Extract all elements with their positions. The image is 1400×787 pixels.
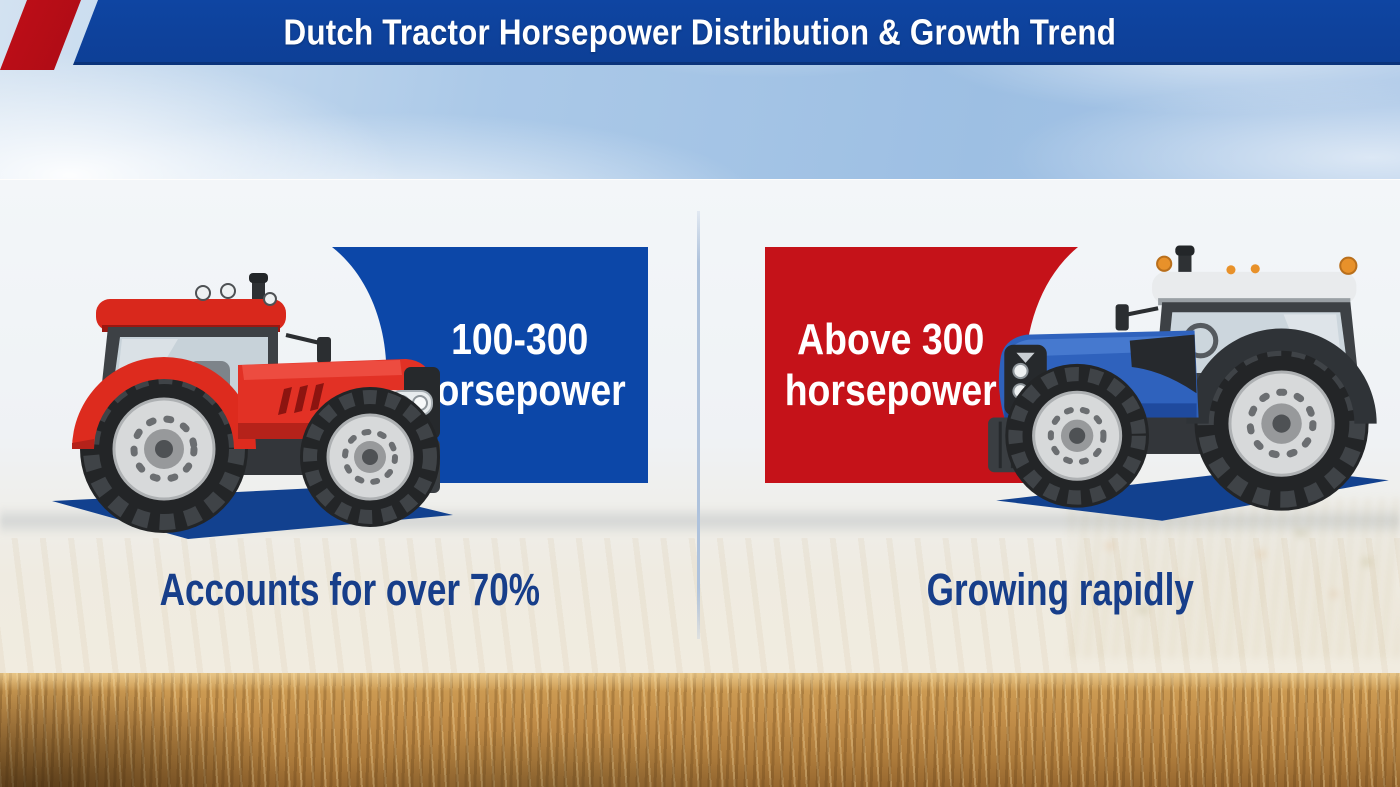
mid-range-label: 100-300 horsepower — [392, 247, 648, 483]
wheat-field-background — [0, 673, 1400, 787]
header-bar: Dutch Tractor Horsepower Distribution & … — [73, 0, 1400, 65]
wheat-shadow-left — [0, 673, 480, 787]
mid-range-caption-text: Accounts for over 70% — [159, 564, 541, 615]
tractor-rear-fender — [72, 357, 256, 449]
high-range-line2: horsepower — [785, 366, 997, 415]
mid-range-caption: Accounts for over 70% — [30, 560, 670, 620]
blue-tractor-illustration — [988, 245, 1389, 521]
high-range-label: Above 300 horsepower — [765, 247, 1017, 483]
high-range-line1: Above 300 — [797, 314, 985, 364]
wheat-shadow-mid — [300, 707, 800, 787]
flower-field-texture — [1070, 498, 1400, 658]
tractor-front-wheel — [300, 387, 440, 527]
mid-range-line2: horsepower — [414, 366, 626, 415]
tractor-rear-fender-side — [72, 439, 94, 449]
tractor-rear-wheel — [1194, 336, 1369, 511]
red-tractor-illustration — [52, 273, 453, 539]
mid-range-line1: 100-300 — [451, 314, 589, 364]
tractor-rear-fender — [1186, 328, 1377, 424]
vertical-divider — [697, 211, 700, 639]
tractor-front-wheel — [1005, 363, 1149, 508]
high-range-caption: Growing rapidly — [770, 560, 1350, 620]
page-title: Dutch Tractor Horsepower Distribution & … — [283, 11, 1117, 53]
tractor-rear-wheel — [80, 365, 248, 533]
high-range-caption-text: Growing rapidly — [926, 564, 1194, 615]
field-track-lines — [0, 538, 1400, 674]
